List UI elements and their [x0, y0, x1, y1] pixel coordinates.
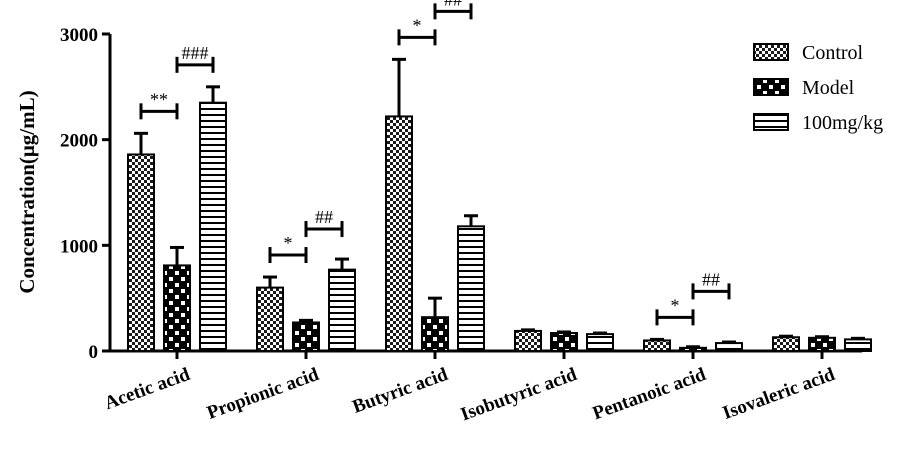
bars — [127, 57, 872, 353]
significance-bracket: ## — [433, 0, 473, 20]
bar-100mg-kg-acetic-acid — [199, 101, 227, 352]
bar-model-propionic-acid — [292, 321, 320, 353]
significance-label: ### — [182, 43, 209, 63]
y-tick-label: 1000 — [60, 236, 98, 257]
category-label-isovaleric-acid: Isovaleric acid — [720, 364, 838, 424]
significance-bracket: ** — [139, 89, 179, 120]
significance-markers: ** ### * ## * ## * ## — [139, 0, 731, 326]
significance-label: * — [671, 295, 680, 315]
significance-bracket: * — [655, 295, 695, 326]
legend-label-model: Model — [802, 77, 855, 99]
legend-swatch-control — [753, 43, 789, 61]
y-tick-label: 0 — [89, 342, 99, 363]
bar-100mg-kg-isobutyric-acid — [586, 333, 614, 352]
significance-bracket: * — [268, 233, 308, 264]
y-axis-title: Concentration(μg/mL) — [15, 90, 39, 293]
legend-label-100mg-kg: 100mg/kg — [802, 112, 883, 134]
bar-control-isobutyric-acid — [514, 329, 542, 353]
y-tick-label: 2000 — [60, 131, 98, 152]
significance-label: ## — [315, 207, 333, 227]
category-label-butyric-acid: Butyric acid — [350, 364, 451, 418]
bar-control-propionic-acid — [256, 286, 284, 353]
significance-bracket: ### — [175, 43, 215, 73]
bar-control-butyric-acid — [385, 115, 413, 352]
legend: Control Model 100mg/kg — [753, 42, 883, 134]
legend-swatch-100mg-kg — [753, 113, 789, 131]
significance-bracket: ## — [304, 207, 344, 238]
bar-control-isovaleric-acid — [772, 336, 800, 353]
y-tick-label: 3000 — [60, 25, 98, 46]
bar-model-pentanoic-acid — [679, 346, 707, 352]
significance-label: ## — [444, 0, 462, 9]
significance-label: ## — [702, 269, 720, 289]
bar-100mg-kg-isovaleric-acid — [844, 338, 872, 353]
bar-100mg-kg-butyric-acid — [457, 225, 485, 353]
legend-label-control: Control — [802, 42, 864, 64]
category-label-acetic-acid: Acetic acid — [102, 364, 193, 414]
bar-model-acetic-acid — [163, 264, 191, 352]
significance-bracket: ## — [691, 269, 731, 300]
bar-control-acetic-acid — [127, 153, 155, 352]
bar-model-butyric-acid — [421, 316, 449, 353]
significance-label: * — [284, 233, 293, 253]
category-label-propionic-acid: Propionic acid — [204, 364, 322, 424]
legend-swatch-model — [753, 78, 789, 96]
bar-100mg-kg-pentanoic-acid — [715, 342, 743, 353]
bar-100mg-kg-propionic-acid — [328, 268, 356, 352]
category-label-isobutyric-acid: Isobutyric acid — [458, 364, 580, 426]
category-label-pentanoic-acid: Pentanoic acid — [590, 364, 709, 424]
significance-label: ** — [150, 89, 168, 109]
bar-model-isovaleric-acid — [808, 336, 836, 352]
bar-model-isobutyric-acid — [550, 332, 578, 352]
significance-label: * — [413, 15, 422, 35]
significance-bracket: * — [397, 15, 437, 46]
bar-control-pentanoic-acid — [643, 339, 671, 352]
